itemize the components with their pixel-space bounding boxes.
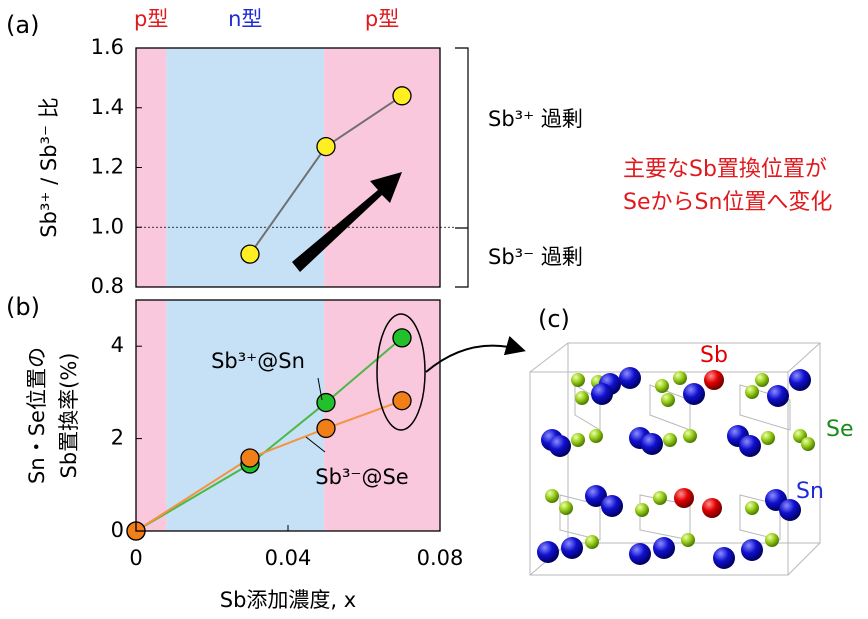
marker	[241, 449, 259, 467]
series-label: Sb³⁻@Se	[315, 465, 408, 489]
y-axis-label: Sb置換率(%)	[57, 353, 81, 479]
atom-label: Sn	[796, 479, 824, 504]
page: p型 n型 p型 0.8 1.0 1.2 1.4 1.6 Sb³⁺ / Sb³⁻ 比 0 2 4 0 0.…	[0, 0, 868, 619]
atom-label: Se	[826, 417, 854, 442]
marker	[241, 245, 259, 263]
x-tick-label: 0.08	[417, 546, 464, 570]
x-axis-label: Sb添加濃度, x	[220, 588, 356, 612]
y-tick-label: 1.0	[91, 214, 124, 238]
atom-label: Sb	[700, 343, 728, 368]
marker	[317, 419, 335, 437]
note: 主要なSb置換位置が	[623, 157, 827, 182]
note: SeからSn位置へ変化	[623, 190, 832, 215]
charts: p型 n型 p型 0.8 1.0 1.2 1.4 1.6 Sb³⁺ / Sb³⁻ 比 0 2 4 0 0.…	[25, 7, 463, 612]
y-tick-label: 1.6	[91, 35, 124, 59]
region-label: p型	[365, 7, 399, 31]
marker	[317, 138, 335, 156]
atoms	[537, 367, 815, 569]
panel-label: (c)	[538, 305, 570, 333]
marker	[317, 394, 335, 412]
marker	[393, 392, 411, 410]
bracket-label: Sb³⁻ 過剰	[488, 245, 583, 269]
bracket	[455, 48, 468, 287]
x-tick-label: 0	[129, 546, 142, 570]
region	[324, 48, 440, 287]
panel-label: (b)	[6, 293, 40, 321]
y-tick-label: 4	[111, 333, 124, 357]
region-label: p型	[134, 7, 168, 31]
x-tick-label: 0.04	[265, 546, 312, 570]
y-axis-label: Sn・Se位置の	[25, 347, 49, 484]
region	[136, 300, 166, 531]
y-axis-label: Sb³⁺ / Sb³⁻ 比	[37, 97, 61, 237]
marker	[393, 87, 411, 105]
series-label: Sb³⁺@Sn	[211, 349, 305, 373]
marker	[393, 329, 411, 347]
bracket-label: Sb³⁺ 過剰	[488, 107, 583, 131]
region-label: n型	[228, 7, 262, 31]
y-tick-label: 2	[111, 426, 124, 450]
figure: p型 n型 p型 0.8 1.0 1.2 1.4 1.6 Sb³⁺ / Sb³⁻ 比 0 2 4 0 0.…	[0, 0, 868, 619]
y-tick-label: 1.4	[91, 95, 124, 119]
y-tick-label: 0.8	[91, 274, 124, 298]
panel-label: (a)	[6, 11, 39, 39]
y-tick-label: 1.2	[91, 155, 124, 179]
y-tick-label: 0	[111, 518, 124, 542]
